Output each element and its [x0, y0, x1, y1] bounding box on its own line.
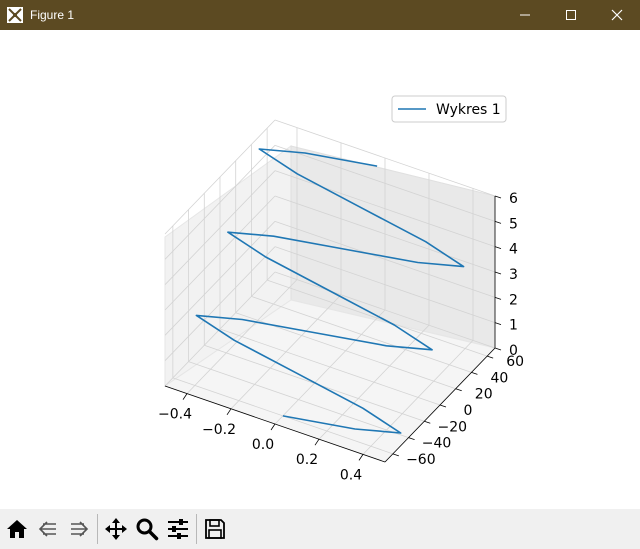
y-tick-label: −60: [406, 452, 436, 468]
z-tick-mark: [494, 246, 502, 250]
z-grid-line: [274, 195, 496, 273]
zoom-icon: [136, 518, 159, 541]
close-icon: [611, 9, 623, 21]
legend-label: Wykres 1: [436, 102, 501, 118]
y-tick-mark: [471, 372, 478, 375]
z-grid-line: [274, 119, 496, 197]
y-tick-mark: [424, 420, 431, 424]
grid-lines: [164, 119, 496, 455]
z-grid-line: [164, 119, 276, 235]
y-tick-label: 20: [475, 387, 493, 403]
y-tick-label: 0: [464, 403, 473, 419]
y-tick-mark: [439, 404, 447, 408]
x-tick-mark: [226, 408, 232, 416]
x-tick-mark: [358, 454, 364, 461]
y-tick-mark: [455, 388, 462, 392]
toolbar-separator: [196, 514, 197, 544]
window-title: Figure 1: [30, 8, 75, 22]
y-grid-line: [188, 361, 409, 438]
z-grid-line: [274, 220, 496, 298]
y-grid-line: [251, 296, 472, 373]
legend: Wykres 1: [391, 95, 507, 123]
z-tick-mark: [494, 322, 502, 326]
x-tick-label: 0.4: [340, 467, 362, 483]
forward-icon: [71, 521, 89, 537]
data-lines: [195, 148, 465, 434]
z-tick-mark: [494, 296, 502, 300]
x-tick-label: 0.0: [252, 437, 274, 453]
z-tick-label: 1: [509, 318, 518, 334]
z-tick-mark: [494, 195, 502, 199]
maximize-icon: [566, 10, 576, 20]
minimize-icon: [520, 14, 530, 16]
x-tick-mark: [270, 423, 276, 431]
z-grid-line: [164, 170, 276, 285]
y-grid-line: [219, 328, 441, 406]
y-tick-label: 40: [491, 370, 509, 386]
z-grid-line: [274, 271, 496, 349]
save-button[interactable]: [201, 515, 229, 543]
z-tick-label: 2: [509, 292, 518, 308]
y-tick-mark: [392, 453, 399, 457]
toolbar-separator: [97, 514, 98, 544]
pan-button[interactable]: [102, 515, 130, 543]
window-controls: [502, 0, 640, 30]
configure-subplots-button[interactable]: [164, 515, 192, 543]
z-tick-label: 6: [509, 191, 518, 207]
z-grid-line: [164, 221, 276, 336]
home-button[interactable]: [3, 515, 31, 543]
pan-icon: [105, 518, 127, 540]
close-button[interactable]: [594, 0, 640, 30]
x-tick-label: −0.4: [158, 407, 192, 423]
z-tick-mark: [494, 220, 502, 224]
configure-subplots-icon: [168, 519, 188, 539]
z-tick-label: 5: [509, 216, 518, 232]
x-tick-label: 0.2: [296, 452, 318, 468]
z-grid-line: [164, 271, 276, 387]
forward-button[interactable]: [65, 515, 93, 543]
plot-3d[interactable]: −0.4−0.20.00.20.4−60−40−2002040600123456…: [0, 30, 640, 509]
x-tick-label: −0.2: [202, 422, 236, 438]
z-tick-mark: [494, 271, 502, 275]
z-grid-line: [164, 195, 276, 311]
figure-canvas[interactable]: −0.4 −0.2 0.0 0.2 0.4 −60 −40 −20 0 20 40 60 0 1 2 3 4 5 6…: [0, 30, 640, 509]
z-grid-line: [164, 246, 276, 361]
z-grid-line: [274, 170, 496, 248]
z-grid-line: [274, 246, 496, 324]
z-grid-line: [164, 145, 276, 260]
data-line-wykres-1: [195, 148, 465, 434]
title-bar: Figure 1: [0, 0, 640, 30]
x-tick-mark: [314, 438, 320, 446]
y-tick-label: −40: [422, 436, 452, 452]
navigation-toolbar: [0, 509, 640, 549]
z-tick-mark: [494, 347, 502, 351]
y-grid-line: [267, 279, 488, 357]
y-tick-label: −20: [438, 419, 468, 435]
y-tick-mark: [487, 355, 494, 359]
maximize-button[interactable]: [548, 0, 594, 30]
back-icon: [38, 521, 56, 537]
zoom-button[interactable]: [133, 515, 161, 543]
app-icon: [7, 7, 23, 23]
x-tick-mark: [182, 393, 188, 400]
z-tick-label: 0: [509, 343, 518, 359]
legend-box: [391, 95, 507, 123]
home-icon: [7, 520, 27, 538]
back-button[interactable]: [34, 515, 62, 543]
y-tick-mark: [408, 437, 415, 440]
save-icon: [205, 519, 225, 539]
z-tick-label: 3: [509, 267, 518, 283]
y-tick-label: 60: [506, 354, 524, 370]
z-grid-line: [274, 144, 496, 222]
y-grid-line: [172, 377, 393, 455]
minimize-button[interactable]: [502, 0, 548, 30]
z-tick-label: 4: [509, 242, 518, 258]
